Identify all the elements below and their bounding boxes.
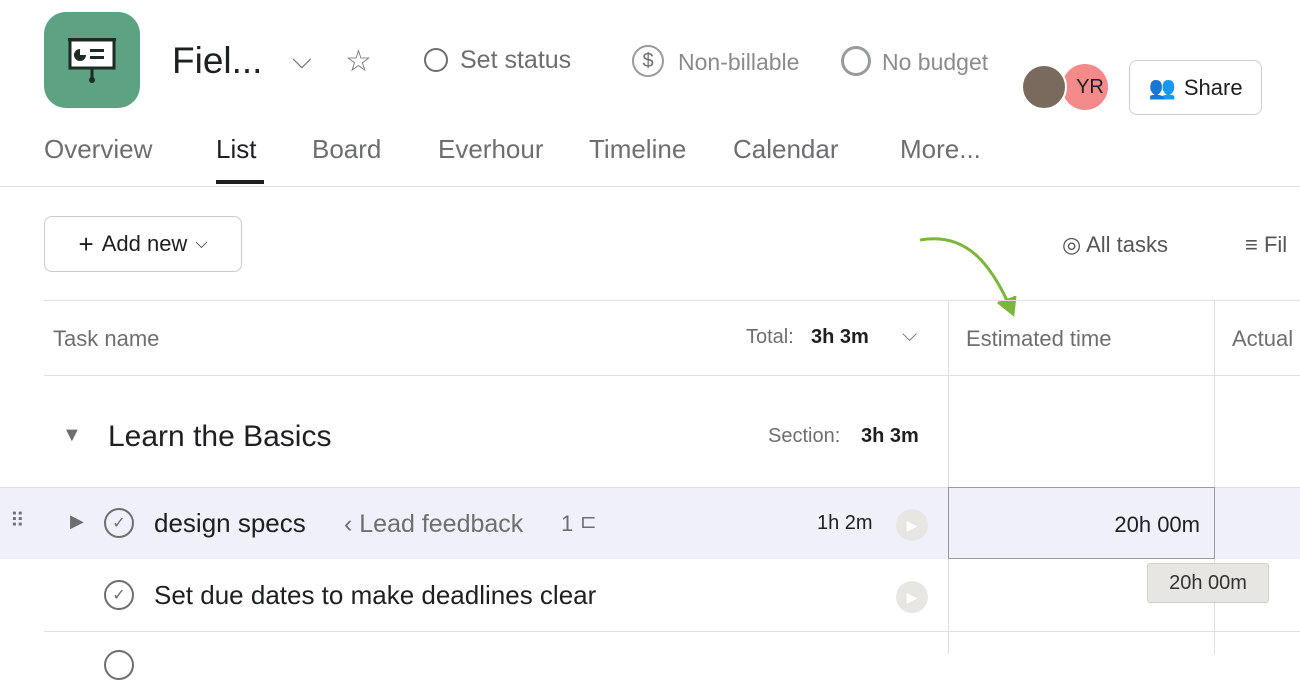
plus-icon: + bbox=[78, 228, 94, 259]
estimated-time-cell[interactable]: 20h 00m bbox=[948, 487, 1215, 559]
tab-list[interactable]: List bbox=[216, 134, 257, 164]
add-new-label: Add new bbox=[101, 231, 188, 256]
billing-status[interactable]: Non-billable bbox=[678, 49, 800, 75]
all-tasks-label: All tasks bbox=[1086, 232, 1169, 257]
active-tab-indicator bbox=[216, 180, 264, 184]
complete-check-icon[interactable]: ✓ bbox=[104, 508, 134, 538]
tab-everhour[interactable]: Everhour bbox=[438, 134, 544, 164]
set-status-button[interactable]: Set status bbox=[460, 46, 572, 74]
parent-task-link[interactable]: ‹ Lead feedback bbox=[344, 510, 524, 538]
column-task-name[interactable]: Task name bbox=[53, 326, 160, 351]
chevron-down-icon: ⌵ bbox=[195, 235, 208, 252]
people-icon: 👥 bbox=[1148, 74, 1176, 100]
complete-check-icon[interactable] bbox=[104, 650, 134, 680]
task-name[interactable]: Set due dates to make deadlines clear bbox=[154, 580, 597, 610]
check-circle-icon: ◎ bbox=[1062, 232, 1082, 257]
divider bbox=[44, 375, 1300, 376]
collapse-triangle-icon[interactable]: ▼ bbox=[62, 424, 82, 446]
presentation-icon bbox=[68, 38, 116, 83]
section-title[interactable]: Learn the Basics bbox=[108, 420, 332, 453]
section-label: Section: bbox=[768, 425, 841, 447]
task-name[interactable]: design specs bbox=[154, 508, 306, 538]
budget-icon bbox=[841, 46, 871, 76]
tab-more[interactable]: More... bbox=[900, 134, 981, 164]
avatar[interactable]: YR bbox=[1062, 64, 1108, 110]
column-divider bbox=[1214, 300, 1215, 654]
total-value: 3h 3m bbox=[811, 326, 869, 348]
filter-button[interactable]: ≡ Fil bbox=[1245, 232, 1287, 258]
column-divider bbox=[948, 300, 949, 654]
status-circle-icon bbox=[424, 48, 448, 72]
filter-icon: ≡ bbox=[1245, 232, 1258, 257]
play-timer-icon[interactable]: ▶ bbox=[896, 581, 928, 613]
share-button[interactable]: 👥 Share bbox=[1129, 60, 1262, 115]
avatar[interactable] bbox=[1021, 64, 1067, 110]
share-label: Share bbox=[1183, 74, 1243, 100]
complete-check-icon[interactable]: ✓ bbox=[104, 580, 134, 610]
tab-calendar[interactable]: Calendar bbox=[733, 134, 839, 164]
star-icon[interactable]: ☆ bbox=[345, 45, 372, 78]
dollar-icon: $ bbox=[632, 45, 664, 77]
drag-handle-icon[interactable]: ⠿ bbox=[10, 510, 25, 532]
divider bbox=[0, 186, 1300, 187]
task-time: 1h 2m bbox=[817, 512, 873, 534]
filter-label: Fil bbox=[1263, 232, 1288, 257]
all-tasks-button[interactable]: ◎ All tasks bbox=[1062, 232, 1168, 258]
tab-timeline[interactable]: Timeline bbox=[589, 134, 687, 164]
divider bbox=[44, 631, 1300, 632]
annotation-arrow-icon bbox=[919, 237, 1017, 317]
column-estimated-time[interactable]: Estimated time bbox=[966, 326, 1112, 351]
expand-triangle-icon[interactable]: ▶ bbox=[70, 511, 84, 531]
divider bbox=[44, 300, 1300, 301]
tooltip: 20h 00m bbox=[1147, 563, 1269, 603]
chevron-down-icon[interactable]: ⌵ bbox=[902, 324, 918, 346]
column-actual[interactable]: Actual bbox=[1232, 326, 1294, 351]
tab-board[interactable]: Board bbox=[312, 134, 382, 164]
tab-overview[interactable]: Overview bbox=[44, 134, 153, 164]
total-label: Total: bbox=[746, 326, 794, 348]
budget-status[interactable]: No budget bbox=[882, 49, 989, 75]
project-logo bbox=[44, 12, 140, 108]
subtask-count[interactable]: 1 bbox=[561, 511, 574, 536]
section-total: 3h 3m bbox=[861, 425, 919, 447]
chevron-down-icon[interactable]: ⌵ bbox=[292, 44, 312, 74]
play-timer-icon[interactable]: ▶ bbox=[896, 509, 928, 541]
avatar-initials: YR bbox=[1076, 75, 1104, 98]
add-new-button[interactable]: + Add new ⌵ bbox=[44, 216, 242, 272]
project-title[interactable]: Fiel... bbox=[172, 40, 263, 81]
subtask-icon: ⊏ bbox=[580, 511, 597, 533]
